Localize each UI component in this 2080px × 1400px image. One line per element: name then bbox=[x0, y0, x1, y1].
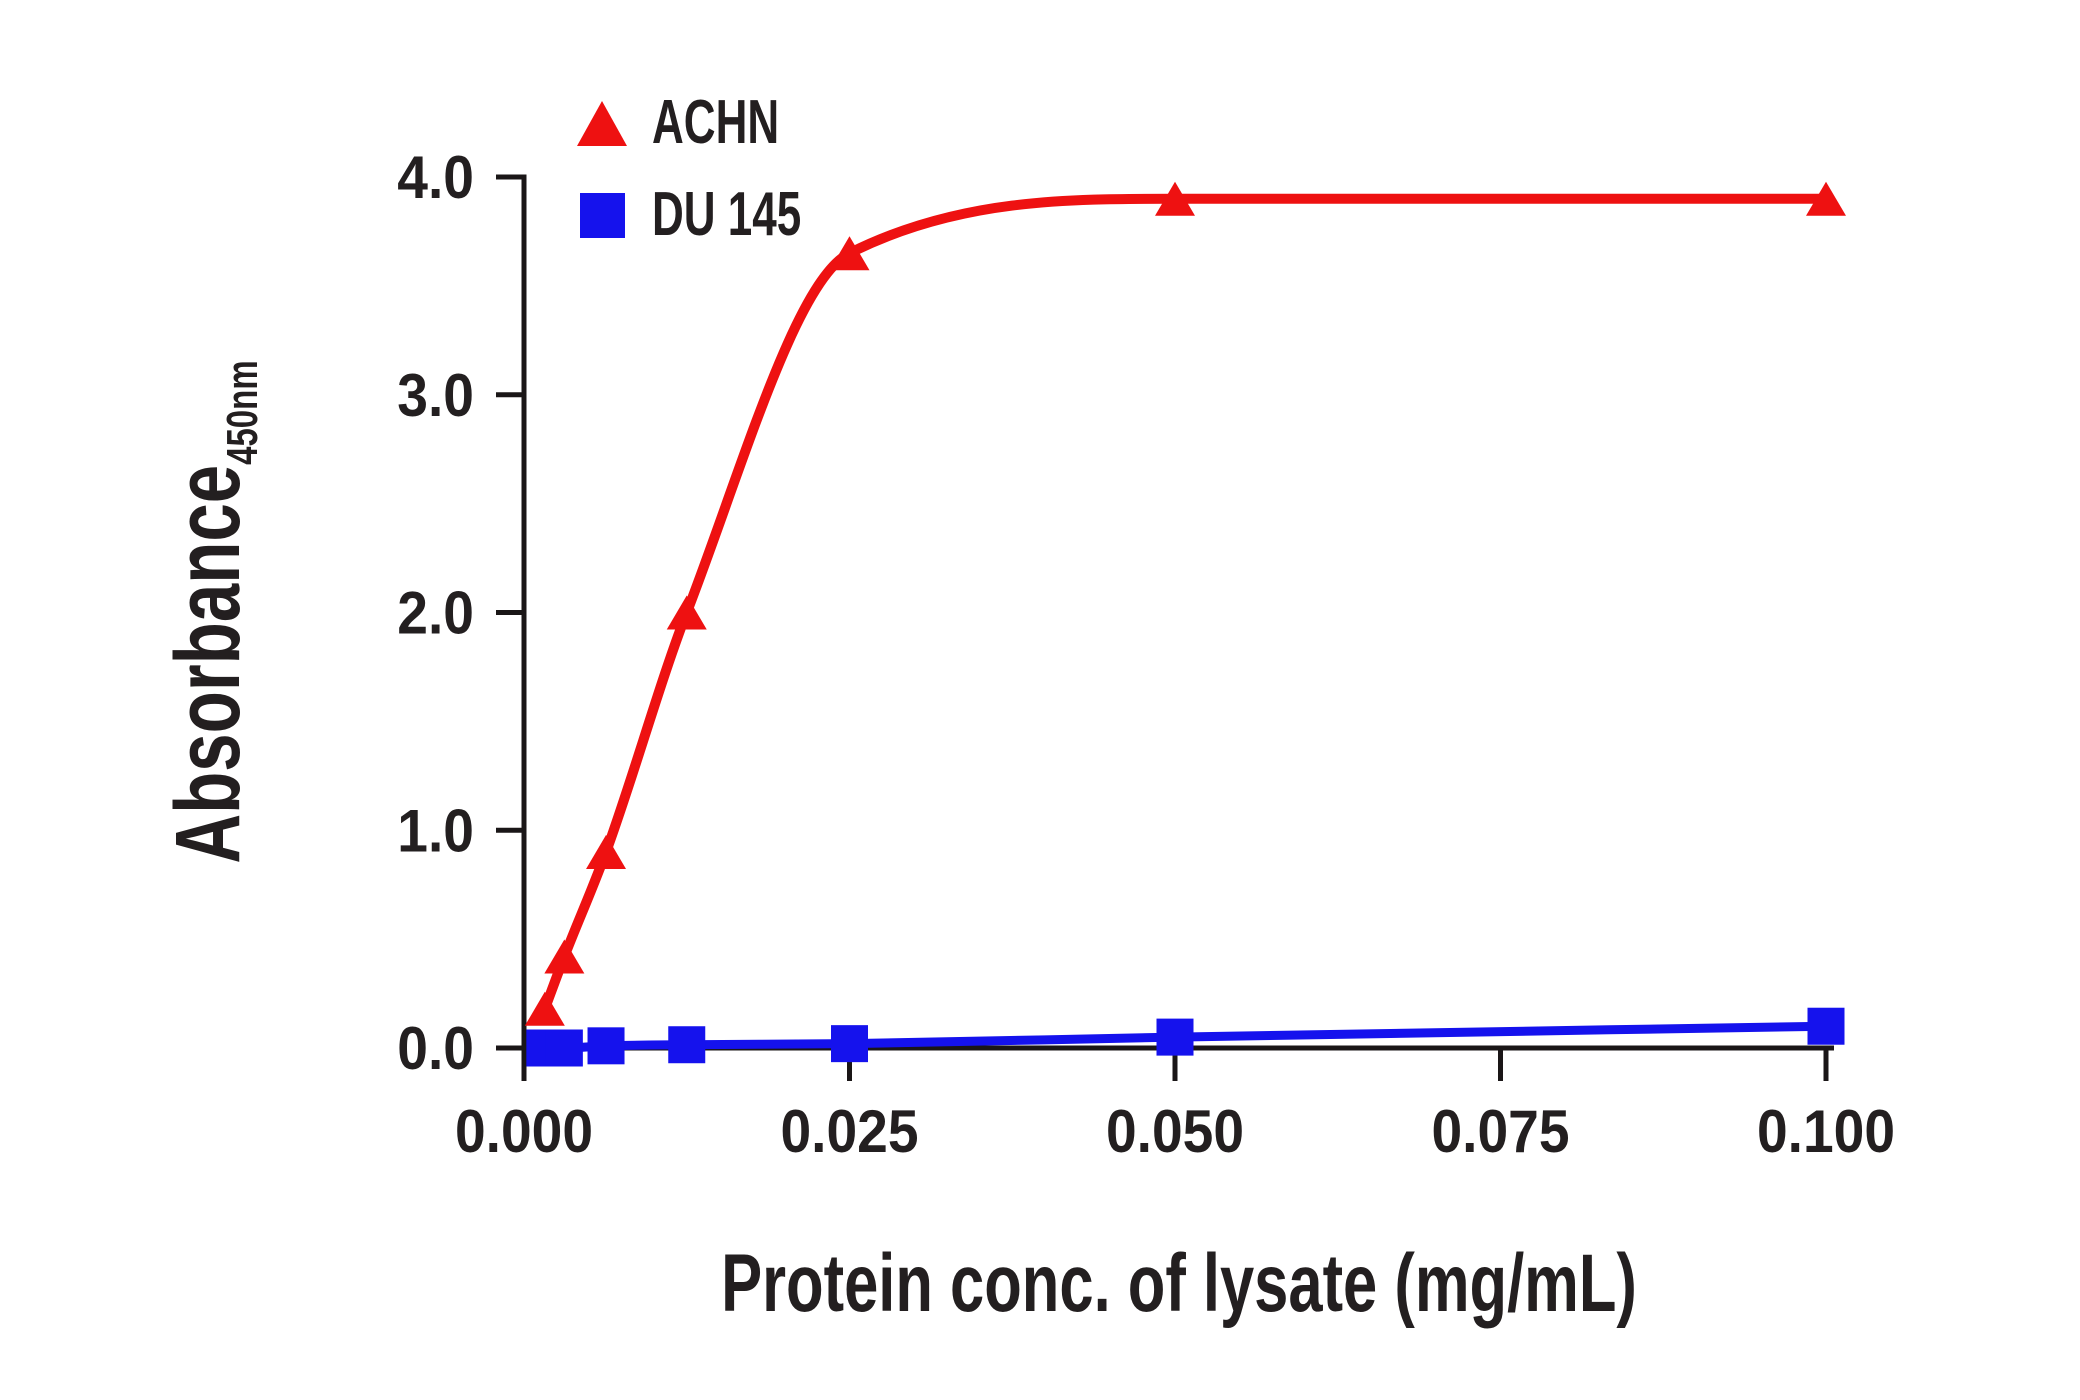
triangle-data-point bbox=[829, 236, 870, 271]
square-data-point bbox=[587, 1027, 625, 1065]
x-tick-label: 0.075 bbox=[1431, 1099, 1569, 1166]
square-data-point bbox=[545, 1029, 583, 1067]
square-data-point bbox=[1156, 1018, 1194, 1056]
square-marker-icon bbox=[579, 192, 625, 238]
x-tick-label: 0.100 bbox=[1757, 1099, 1895, 1166]
legend: ACHN DU 145 bbox=[577, 92, 862, 246]
y-tick-label: 2.0 bbox=[397, 580, 474, 647]
legend-item-du145: DU 145 bbox=[577, 184, 862, 246]
y-tick-label: 4.0 bbox=[397, 145, 474, 212]
y-tick-label: 3.0 bbox=[397, 363, 474, 430]
triangle-data-point bbox=[586, 835, 627, 870]
legend-item-achn: ACHN bbox=[577, 92, 862, 154]
y-axis-title-text: Absorbance bbox=[157, 464, 259, 864]
triangle-data-point bbox=[544, 939, 585, 974]
x-tick-label: 0.050 bbox=[1106, 1099, 1244, 1166]
triangle-data-point bbox=[1155, 181, 1195, 216]
square-data-point bbox=[1807, 1007, 1845, 1045]
triangle-data-point bbox=[1806, 181, 1846, 216]
square-data-point bbox=[831, 1025, 868, 1063]
y-axis-title: Absorbance450nm bbox=[156, 276, 268, 947]
y-tick-label: 1.0 bbox=[397, 798, 474, 865]
legend-label-achn: ACHN bbox=[652, 88, 780, 157]
triangle-data-point bbox=[666, 595, 707, 630]
triangle-marker-icon bbox=[577, 100, 627, 146]
triangle-data-point bbox=[524, 991, 565, 1026]
x-tick-label: 0.025 bbox=[780, 1099, 918, 1166]
y-axis-title-subscript: 450nm bbox=[218, 360, 267, 465]
legend-label-du145: DU 145 bbox=[652, 180, 802, 249]
y-tick-label: 0.0 bbox=[397, 1016, 474, 1083]
square-data-point bbox=[668, 1026, 706, 1064]
x-axis-title: Protein conc. of lysate (mg/mL) bbox=[721, 1238, 1637, 1329]
x-tick-label: 0.000 bbox=[455, 1099, 593, 1166]
series-curve-achn bbox=[540, 193, 1826, 1011]
